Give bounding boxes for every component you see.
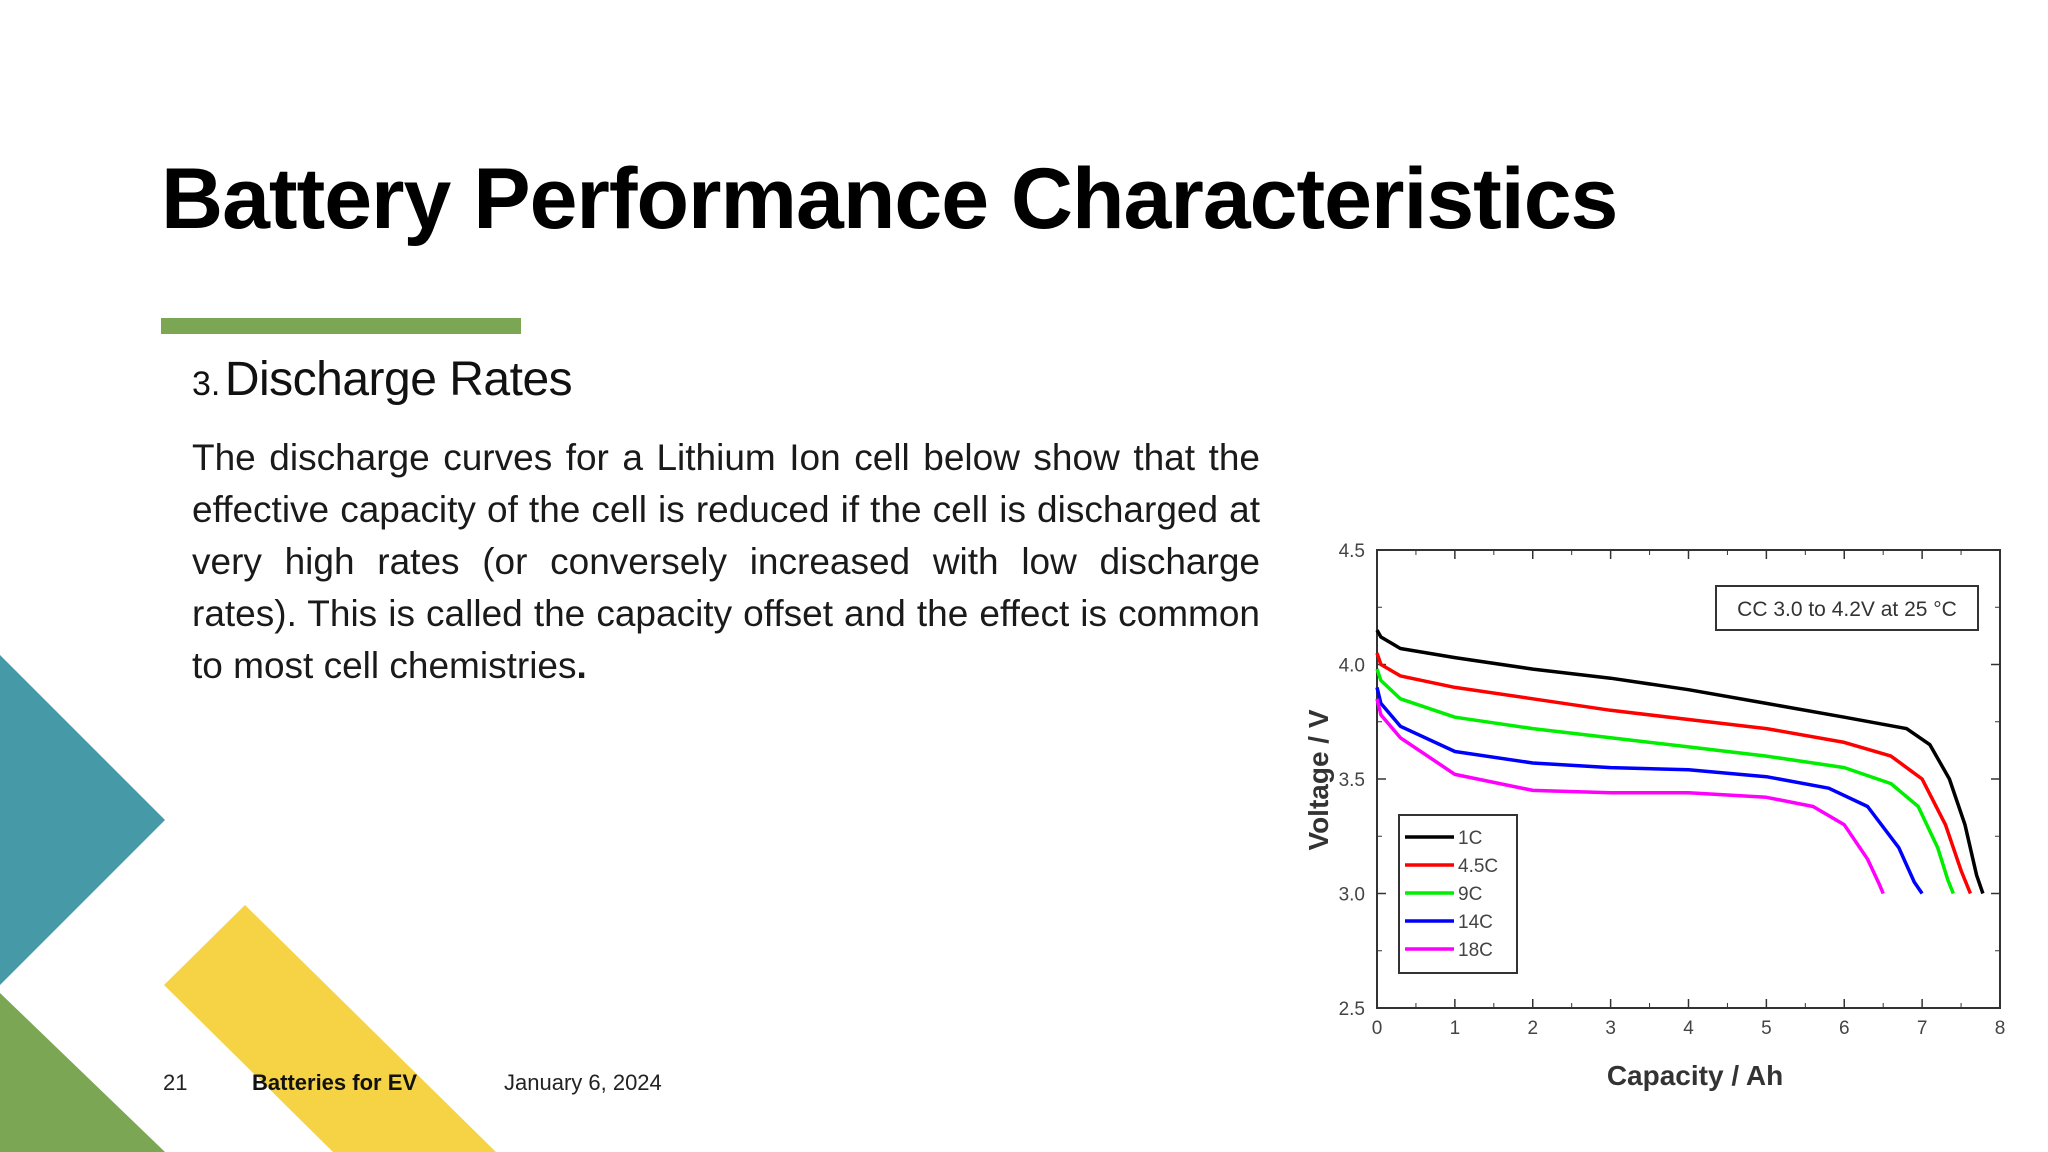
x-tick-label: 8: [1995, 1018, 2006, 1039]
chart-series: [1375, 629, 1985, 895]
x-tick-label: 7: [1917, 1018, 1928, 1039]
chart-axes: 0 1 2 3 4 5 6 7 8 2.5 3.0 3.5 4.0 4.5: [1339, 541, 2006, 1039]
legend-label: 4.5C: [1458, 856, 1498, 877]
slide-title: Battery Performance Characteristics: [161, 151, 1618, 247]
legend-label: 9C: [1458, 884, 1482, 905]
green-triangle-shape: [0, 993, 165, 1152]
x-tick-label: 3: [1605, 1018, 1616, 1039]
y-tick-label: 3.0: [1339, 885, 1365, 906]
legend-label: 1C: [1458, 828, 1482, 849]
y-axis-label: Voltage / V: [1303, 709, 1334, 850]
body-text-period: .: [576, 645, 587, 686]
y-tick-label: 2.5: [1339, 999, 1365, 1020]
page-number: 21: [163, 1070, 188, 1095]
footer-date: January 6, 2024: [504, 1070, 662, 1095]
yellow-band-shape: [164, 905, 496, 1152]
y-tick-label: 3.5: [1339, 770, 1365, 791]
x-tick-label: 1: [1450, 1018, 1461, 1039]
x-tick-label: 0: [1372, 1018, 1383, 1039]
section-heading: 3. Discharge Rates: [192, 352, 573, 407]
series-line-18C: [1375, 698, 1885, 895]
footer-title: Batteries for EV: [252, 1070, 418, 1095]
y-tick-label: 4.0: [1339, 656, 1365, 677]
section-title: Discharge Rates: [224, 353, 573, 406]
chart-annotation-box: CC 3.0 to 4.2V at 25 °C: [1715, 585, 1979, 631]
series-line-14C: [1375, 686, 1924, 895]
annotation-text: CC 3.0 to 4.2V at 25 °C: [1737, 598, 1957, 621]
series-line-4-5C: [1375, 652, 1973, 895]
section-number: 3.: [192, 365, 221, 403]
discharge-curve-chart: 0 1 2 3 4 5 6 7 82.53.03.54.04.5 1C4.5C9C14C18C …: [1303, 541, 2006, 1091]
x-axis-label: Capacity / Ah: [1607, 1060, 1783, 1091]
x-tick-label: 2: [1527, 1018, 1538, 1039]
teal-triangle-shape: [0, 655, 165, 985]
x-tick-label: 6: [1839, 1018, 1850, 1039]
annotation-frame: [1715, 585, 1979, 631]
x-tick-label: 4: [1683, 1018, 1694, 1039]
series-line-9C: [1375, 668, 1955, 895]
title-accent-bar: [161, 318, 521, 334]
body-paragraph: The discharge curves for a Lithium Ion c…: [192, 432, 1260, 692]
legend-label: 18C: [1458, 940, 1493, 961]
legend-label: 14C: [1458, 912, 1493, 933]
y-tick-label: 4.5: [1339, 541, 1365, 562]
x-tick-label: 5: [1761, 1018, 1772, 1039]
chart-legend: 1C 4.5C 9C 14C 18C: [1398, 814, 1518, 974]
series-line-1C: [1375, 629, 1985, 895]
body-text-main: The discharge curves for a Lithium Ion c…: [192, 437, 1260, 686]
